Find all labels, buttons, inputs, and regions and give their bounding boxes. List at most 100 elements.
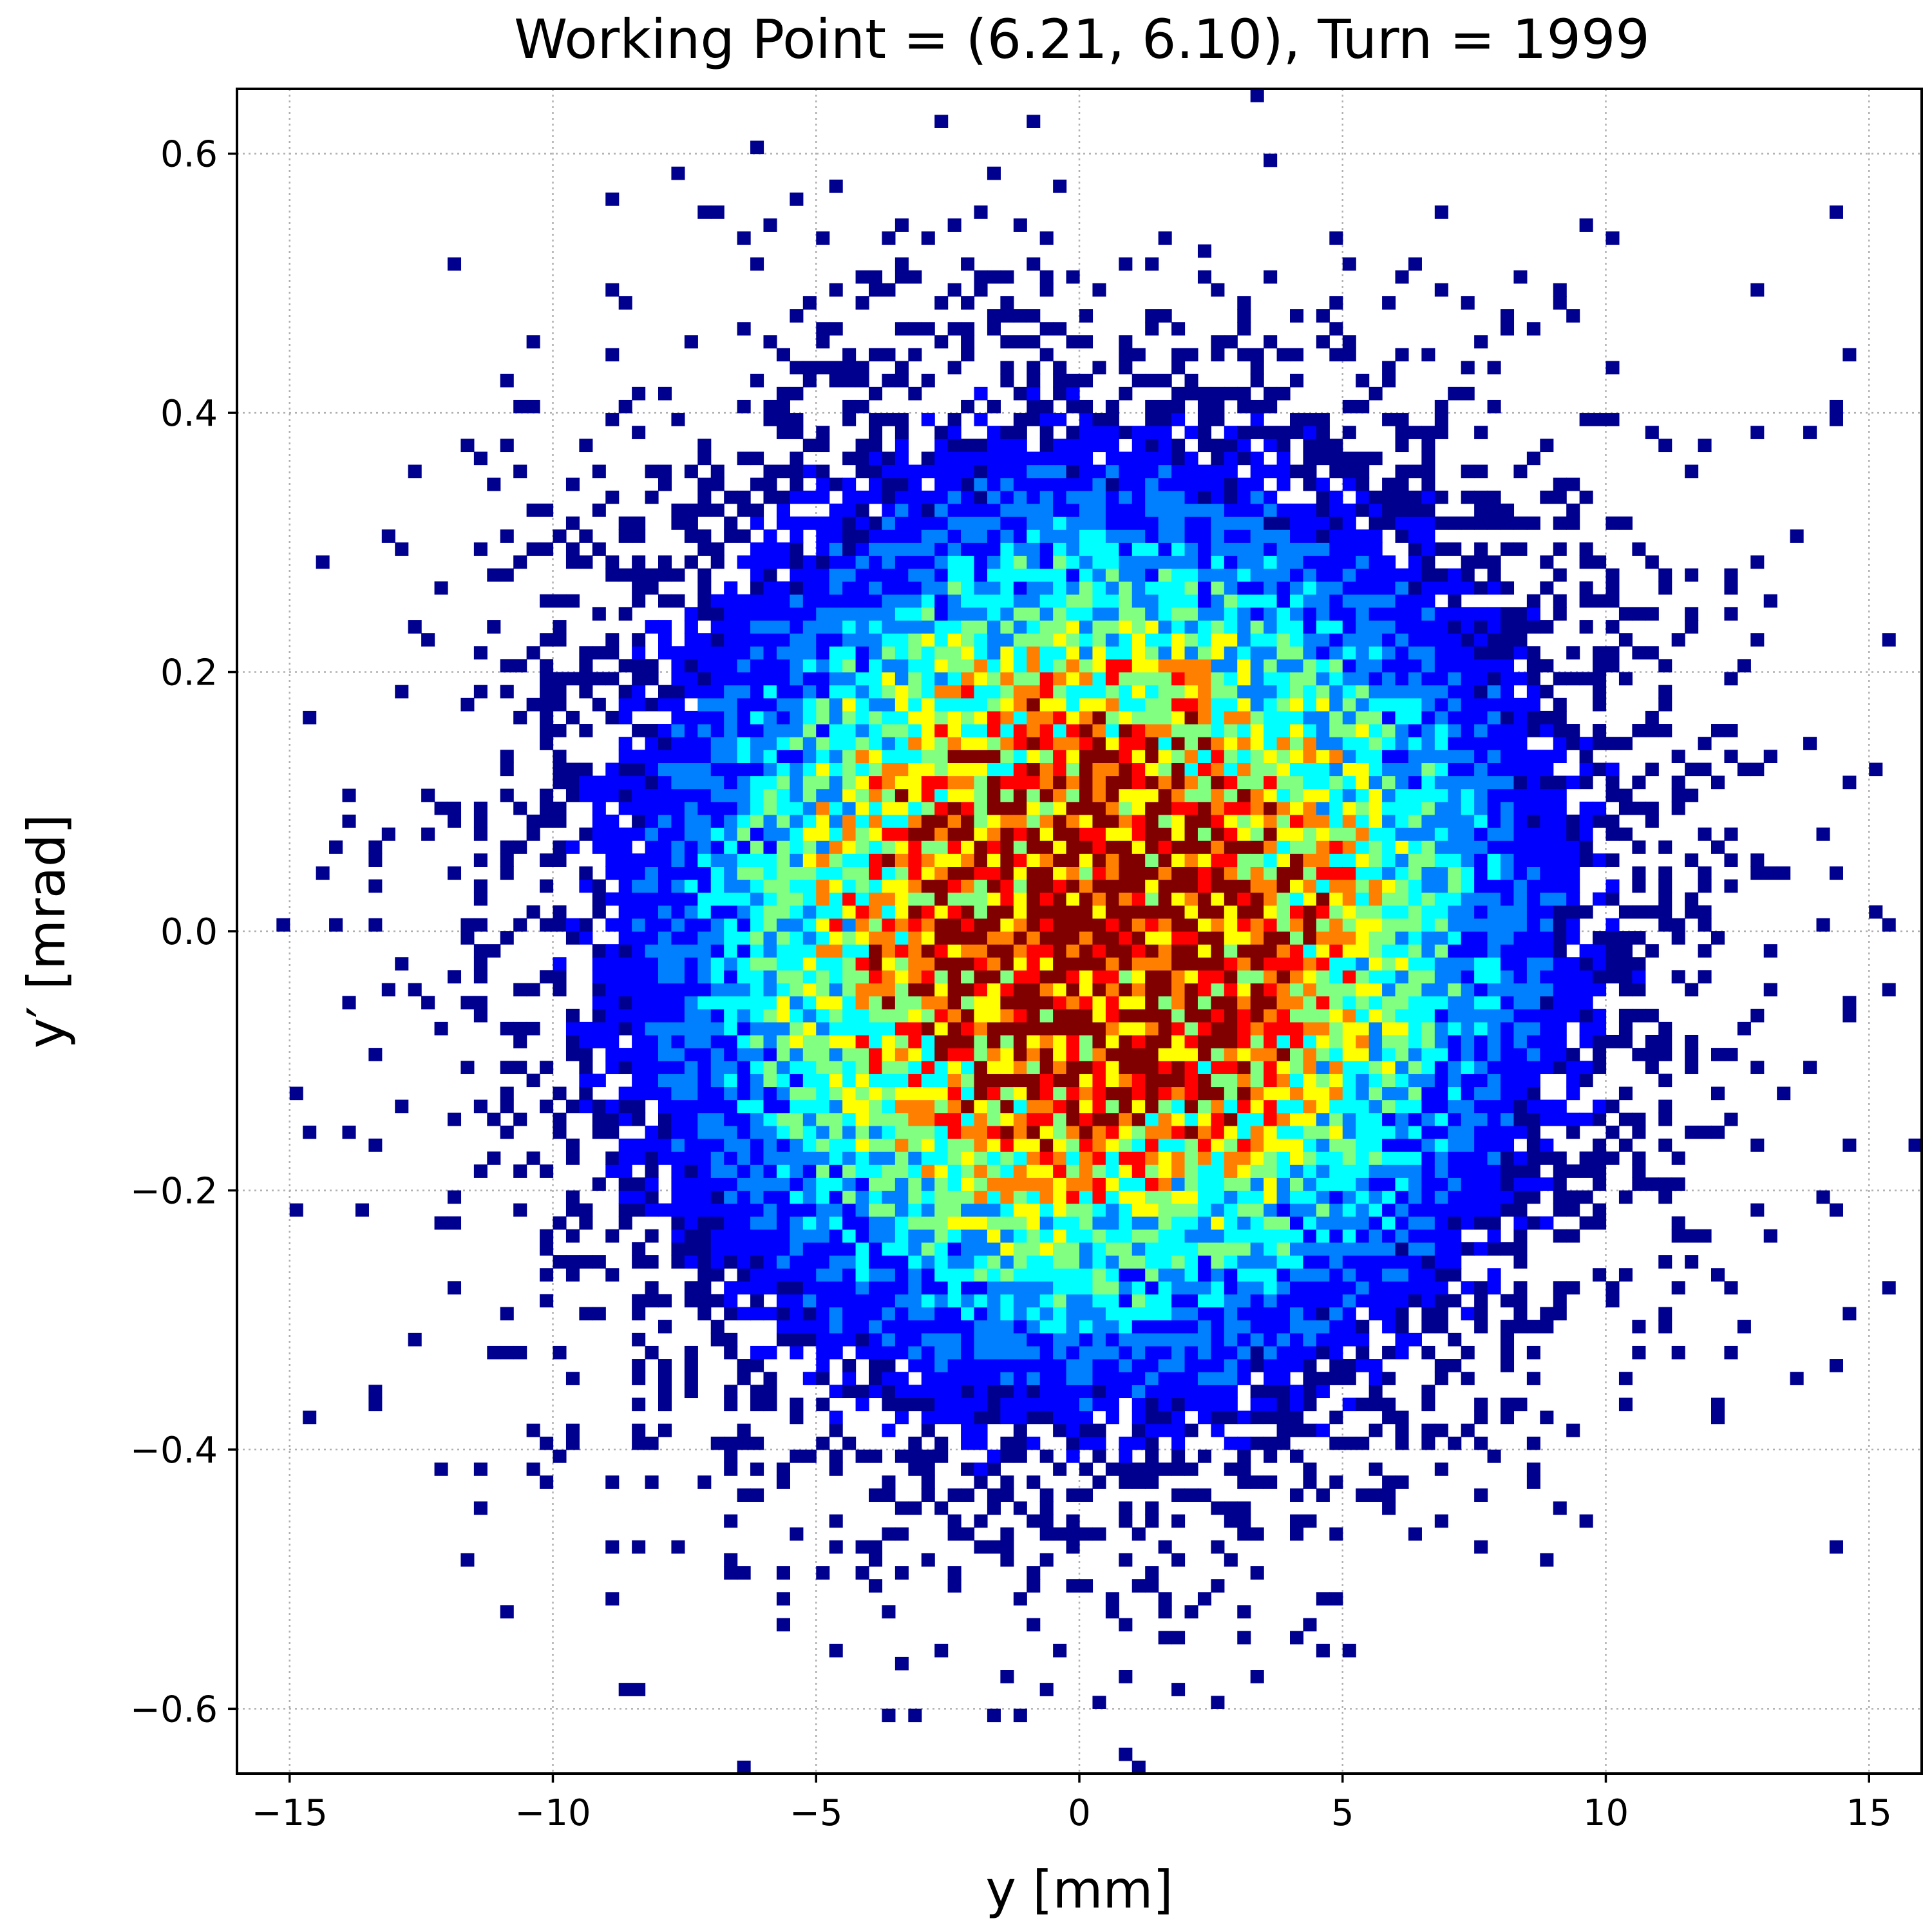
histogram-bin <box>869 1125 883 1139</box>
histogram-bin <box>1027 1294 1041 1308</box>
histogram-bin <box>1092 1112 1106 1126</box>
histogram-bin <box>1105 1605 1119 1619</box>
histogram-bin <box>842 620 857 634</box>
histogram-bin <box>921 529 935 543</box>
histogram-bin <box>802 996 817 1010</box>
histogram-bin <box>737 646 751 660</box>
histogram-bin <box>882 1423 896 1437</box>
histogram-bin <box>1184 1307 1198 1321</box>
histogram-bin <box>592 1021 606 1036</box>
histogram-bin <box>816 568 830 582</box>
histogram-bin <box>1184 801 1198 815</box>
histogram-bin <box>921 1475 935 1489</box>
histogram-bin <box>921 503 935 517</box>
histogram-bin <box>1145 1061 1159 1074</box>
histogram-bin <box>697 775 712 790</box>
histogram-bin <box>1092 996 1106 1010</box>
histogram-bin <box>1079 451 1094 466</box>
histogram-bin <box>448 970 462 984</box>
histogram-bin <box>1013 1229 1027 1243</box>
histogram-bin <box>1013 555 1027 569</box>
histogram-bin <box>1013 503 1027 517</box>
histogram-bin <box>473 801 488 815</box>
histogram-bin <box>829 1449 843 1463</box>
histogram-bin <box>1053 1216 1067 1230</box>
histogram-bin <box>1158 775 1172 790</box>
histogram-bin <box>895 322 909 336</box>
histogram-bin <box>842 1112 857 1126</box>
histogram-bin <box>934 1268 949 1282</box>
histogram-bin <box>1382 1501 1396 1515</box>
histogram-bin <box>882 775 896 790</box>
histogram-bin <box>1197 840 1211 854</box>
histogram-bin <box>1342 516 1356 530</box>
histogram-bin <box>1197 399 1211 413</box>
histogram-bin <box>855 1048 869 1061</box>
histogram-bin <box>934 633 949 647</box>
histogram-bin <box>816 685 830 699</box>
histogram-bin <box>1329 750 1343 763</box>
histogram-bin <box>1250 1475 1264 1489</box>
histogram-bin <box>987 503 1001 517</box>
histogram-bin <box>763 762 777 777</box>
histogram-bin <box>882 814 896 828</box>
histogram-bin <box>1224 1372 1238 1385</box>
histogram-bin <box>1145 1242 1159 1256</box>
histogram-bin <box>737 737 751 750</box>
histogram-bin <box>1224 1151 1238 1165</box>
histogram-bin <box>1105 1229 1119 1243</box>
histogram-bin <box>934 840 949 854</box>
histogram-bin <box>1000 957 1014 971</box>
histogram-bin <box>1119 1320 1133 1334</box>
histogram-bin <box>1000 568 1014 582</box>
histogram-bin <box>816 529 830 543</box>
histogram-bin <box>724 697 738 712</box>
histogram-bin <box>855 620 869 634</box>
histogram-bin <box>790 1151 804 1165</box>
histogram-bin <box>1329 439 1343 453</box>
histogram-bin <box>1092 685 1106 699</box>
histogram-bin <box>1184 879 1198 893</box>
histogram-bin <box>1382 892 1396 906</box>
histogram-bin <box>1013 905 1027 919</box>
histogram-bin <box>1158 828 1172 841</box>
histogram-bin <box>1197 413 1211 426</box>
histogram-bin <box>1250 724 1264 737</box>
histogram-bin <box>1132 1307 1146 1321</box>
histogram-bin <box>618 775 632 790</box>
histogram-bin <box>1066 1255 1080 1269</box>
histogram-bin <box>869 853 883 867</box>
histogram-bin <box>724 892 738 906</box>
histogram-bin <box>1079 426 1094 439</box>
histogram-bin <box>1079 633 1094 647</box>
histogram-bin <box>1105 399 1119 413</box>
histogram-bin <box>1237 399 1251 413</box>
histogram-bin <box>934 1436 949 1450</box>
histogram-bin <box>961 1190 975 1204</box>
histogram-bin <box>526 828 540 841</box>
histogram-bin <box>632 1151 646 1165</box>
histogram-bin <box>724 724 738 737</box>
histogram-bin <box>671 1138 685 1152</box>
histogram-bin <box>1276 828 1291 841</box>
histogram-bin <box>947 685 961 699</box>
histogram-bin <box>1197 633 1211 647</box>
histogram-bin <box>987 1488 1001 1502</box>
histogram-bin <box>1276 866 1291 880</box>
histogram-bin <box>645 568 659 582</box>
histogram-bin <box>697 1151 712 1165</box>
histogram-bin <box>1290 1177 1304 1191</box>
histogram-bin <box>1316 1255 1330 1269</box>
histogram-bin <box>763 750 777 763</box>
histogram-bin <box>1316 1372 1330 1385</box>
histogram-bin <box>1092 1151 1106 1165</box>
histogram-bin <box>816 1112 830 1126</box>
histogram-bin <box>1079 1216 1094 1230</box>
histogram-bin <box>684 1086 698 1101</box>
histogram-bin <box>1027 750 1041 763</box>
histogram-bin <box>1303 581 1317 595</box>
histogram-bin <box>1211 1216 1225 1230</box>
histogram-bin <box>1290 1514 1304 1528</box>
histogram-bin <box>1368 828 1383 841</box>
histogram-bin <box>1171 788 1186 802</box>
